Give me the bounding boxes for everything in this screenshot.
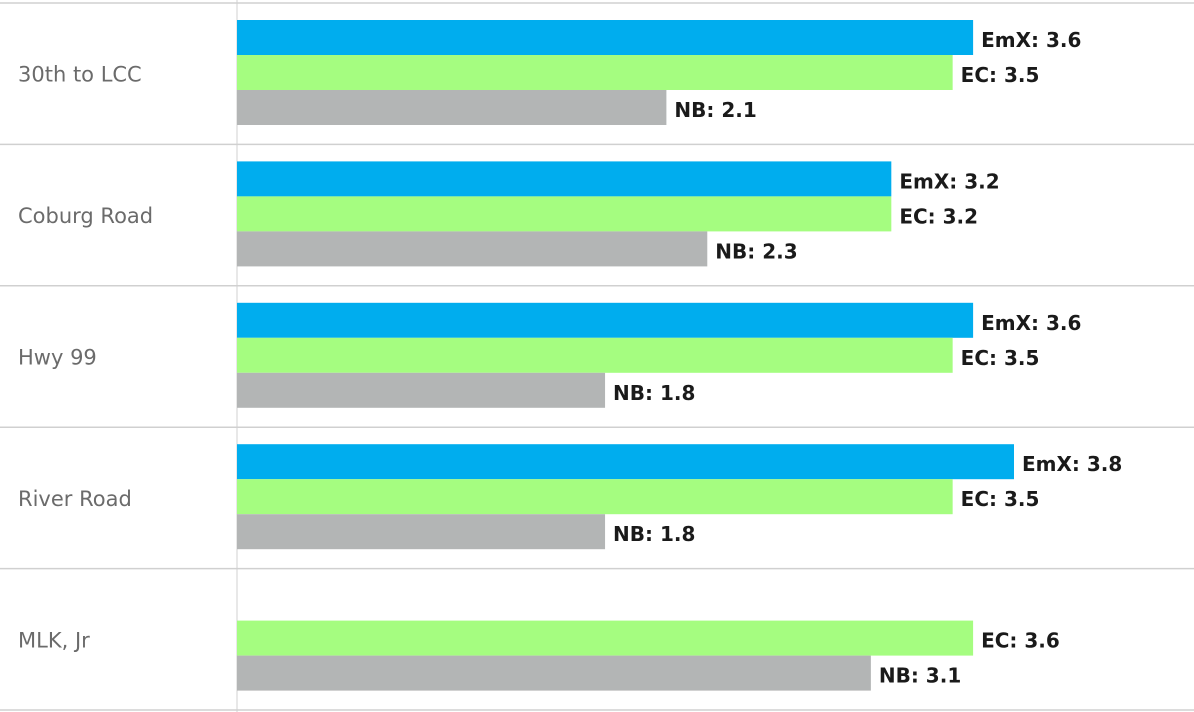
bar bbox=[237, 655, 871, 691]
value-label: EmX: 3.8 bbox=[1022, 452, 1122, 476]
bar bbox=[237, 161, 892, 197]
category-label: 30th to LCC bbox=[18, 63, 142, 87]
value-label: EmX: 3.6 bbox=[981, 28, 1081, 52]
bar bbox=[237, 20, 974, 55]
bar bbox=[237, 479, 953, 515]
bar bbox=[237, 196, 892, 232]
value-label: NB: 2.1 bbox=[674, 98, 756, 122]
bar bbox=[237, 302, 974, 338]
category-label: Coburg Road bbox=[18, 204, 153, 228]
value-label: EC: 3.5 bbox=[961, 346, 1040, 370]
bar bbox=[237, 90, 667, 125]
value-label: EC: 3.5 bbox=[961, 63, 1040, 87]
category-label: MLK, Jr bbox=[18, 628, 90, 652]
category-label: River Road bbox=[18, 487, 132, 511]
bar bbox=[237, 444, 1014, 480]
bar bbox=[237, 372, 606, 408]
value-label: EC: 3.6 bbox=[981, 629, 1060, 653]
bar bbox=[237, 55, 953, 90]
bar bbox=[237, 337, 953, 373]
value-label: EmX: 3.2 bbox=[899, 169, 999, 193]
value-label: EC: 3.5 bbox=[961, 487, 1040, 511]
value-label: NB: 1.8 bbox=[613, 381, 695, 405]
bar bbox=[237, 620, 974, 656]
value-label: NB: 3.1 bbox=[879, 664, 961, 688]
value-label: EC: 3.2 bbox=[899, 204, 978, 228]
value-label: NB: 1.8 bbox=[613, 522, 695, 546]
bar bbox=[237, 514, 606, 550]
bar bbox=[237, 231, 708, 267]
value-label: NB: 2.3 bbox=[715, 239, 797, 263]
value-label: EmX: 3.6 bbox=[981, 311, 1081, 335]
category-label: Hwy 99 bbox=[18, 346, 97, 370]
